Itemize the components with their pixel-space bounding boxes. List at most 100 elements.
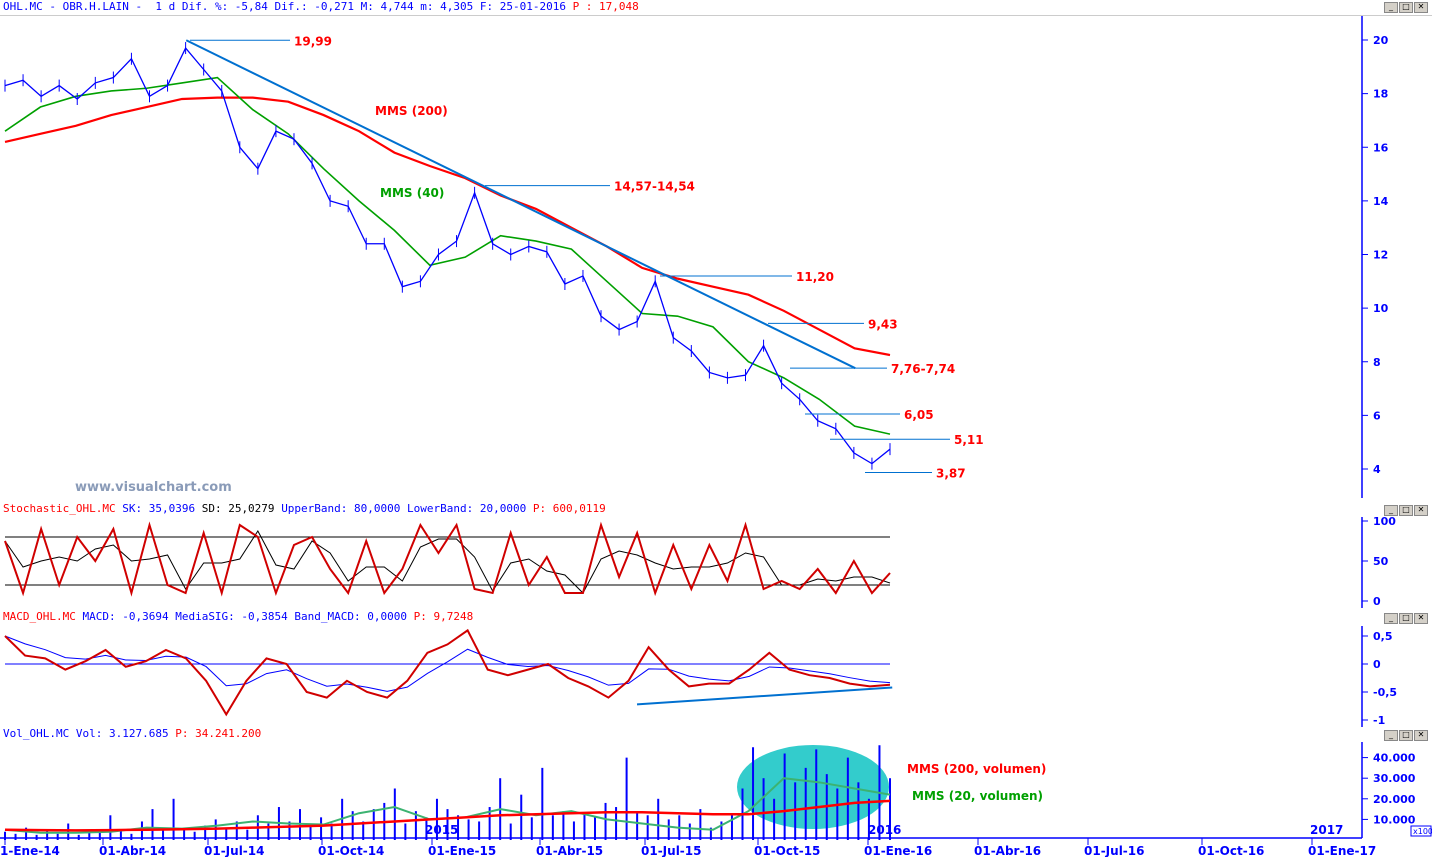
maximize-icon[interactable]: □ [1399, 2, 1413, 13]
close-icon[interactable]: ✕ [1414, 730, 1428, 741]
stoch-p: P: 600,0119 [532, 502, 606, 515]
stochastic-header: Stochastic_OHL.MC SK: 35,0396 SD: 25,027… [3, 502, 606, 516]
3-tick-label: 40.000 [1373, 752, 1416, 765]
macd-values: MACD: -0,3694 MediaSIG: -0,3854 Band_MAC… [82, 610, 407, 623]
maximize-icon[interactable]: □ [1399, 730, 1413, 741]
maximize-icon[interactable]: □ [1399, 505, 1413, 516]
stoch-name: Stochastic_OHL.MC [3, 502, 116, 515]
watermark: www.visualchart.com [75, 480, 232, 495]
0-tick-label: 8 [1373, 356, 1381, 369]
0-tick-label: 14 [1373, 195, 1389, 208]
level-label: 5,11 [954, 433, 984, 447]
level-label: 11,20 [796, 270, 834, 284]
price-line [4, 46, 891, 465]
vol-p: P: 34.241.200 [175, 727, 262, 740]
0-tick-label: 6 [1373, 409, 1381, 422]
macd-name: MACD_OHL.MC [3, 610, 76, 623]
sk-line [4, 521, 891, 597]
macd-line [4, 628, 891, 717]
2-tick-label: -1 [1373, 714, 1385, 727]
volume-pane: 40.000 30.000 20.000 10.000 MMS (200, volume… [4, 742, 1432, 840]
mms200-line [4, 96, 891, 357]
chart-title-bar: OHL.MC - OBR.H.LAIN - 1 d Dif. %: -5,84 … [0, 0, 1432, 16]
vol-window-buttons: _ □ ✕ [1384, 730, 1428, 741]
volume-header: Vol_OHL.MC Vol: 3.127.685 P: 34.241.200 [3, 727, 261, 741]
macd-pane: 0,5 0 -0,5 -1 [4, 626, 1397, 727]
year-label: 2017 [1310, 823, 1343, 837]
mms200-label: MMS (200) [375, 104, 448, 118]
minimize-icon[interactable]: _ [1384, 730, 1398, 741]
stoch-bands: UpperBand: 80,0000 LowerBand: 20,0000 [281, 502, 527, 515]
stoch-window-buttons: _ □ ✕ [1384, 505, 1428, 516]
x-tick-label: 01-Oct-15 [754, 844, 820, 857]
0-tick-label: 16 [1373, 141, 1389, 154]
3-tick-label: 10.000 [1373, 813, 1416, 826]
close-icon[interactable]: ✕ [1414, 2, 1428, 13]
0-tick-label: 4 [1373, 463, 1381, 476]
1-tick-label: 50 [1373, 555, 1389, 568]
stoch-sk: SK: 35,0396 [122, 502, 196, 515]
unit-label: x100 [1413, 827, 1432, 836]
vol-mms20-label: MMS (20, volumen) [912, 789, 1043, 803]
level-label: 19,99 [294, 34, 332, 48]
macd-window-buttons: _ □ ✕ [1384, 613, 1428, 624]
vol-mms20-line [4, 777, 891, 834]
x-tick-label: 01-Abr-16 [974, 844, 1041, 857]
0-tick-label: 20 [1373, 34, 1389, 47]
x-tick-label: 01-Abr-15 [536, 844, 603, 857]
close-icon[interactable]: ✕ [1414, 613, 1428, 624]
level-label: 14,57-14,54 [614, 180, 695, 194]
3-tick-label: 20.000 [1373, 793, 1416, 806]
vol-mms200-line [4, 799, 891, 832]
p-value: P : 17,048 [572, 0, 639, 13]
x-tick-label: 01-Oct-14 [318, 844, 384, 857]
period: 1 d [155, 0, 176, 13]
x-tick-label: 01-Ene-15 [428, 844, 496, 857]
x-tick-label: 1-Ene-14 [0, 844, 60, 857]
vol-mms200-label: MMS (200, volumen) [907, 762, 1046, 776]
mms40-line [4, 76, 891, 435]
x-tick-label: 01-Abr-14 [99, 844, 166, 857]
axes: 1-Ene-14 01-Abr-14 01-Jul-14 01-Oct-14 01-En… [0, 823, 1376, 857]
macd-p: P: 9,7248 [413, 610, 474, 623]
x-tick-label: 01-Jul-15 [641, 844, 701, 857]
x-tick-label: 01-Oct-16 [1198, 844, 1264, 857]
x-tick-label: 01-Jul-16 [1084, 844, 1144, 857]
mms40-label: MMS (40) [380, 186, 444, 200]
signal-line [4, 635, 891, 692]
x-tick-label: 01-Jul-14 [204, 844, 264, 857]
level-label: 9,43 [868, 317, 898, 331]
2-tick-label: 0,5 [1373, 630, 1393, 643]
macd-header: MACD_OHL.MC MACD: -0,3694 MediaSIG: -0,3… [3, 610, 473, 624]
price-pane: 20 18 16 14 12 10 8 6 4 19,99 14,57-14,54 11,20 9,43… [4, 16, 1389, 498]
stoch-sd: SD: 25,0279 [201, 502, 275, 515]
price-header: OHL.MC - OBR.H.LAIN - 1 d Dif. %: -5,84 … [3, 0, 639, 14]
level-label: 7,76-7,74 [891, 362, 955, 376]
close-icon[interactable]: ✕ [1414, 505, 1428, 516]
0-tick-label: 10 [1373, 302, 1389, 315]
year-label: 2016 [868, 823, 901, 837]
level-label: 3,87 [936, 466, 966, 480]
price-pane-window-buttons: _ □ ✕ [1384, 2, 1428, 13]
macd-trendline [636, 686, 893, 706]
quote-info: Dif. %: -5,84 Dif.: -0,271 M: 4,744 m: 4… [181, 0, 566, 13]
minimize-icon[interactable]: _ [1384, 613, 1398, 624]
0-tick-label: 18 [1373, 88, 1388, 101]
3-tick-label: 30.000 [1373, 772, 1416, 785]
2-tick-label: -0,5 [1373, 686, 1397, 699]
x-tick-label: 01-Ene-17 [1308, 844, 1376, 857]
highlight-ellipse [737, 745, 889, 829]
2-tick-label: 0 [1373, 658, 1381, 671]
symbol: OHL.MC - OBR.H.LAIN - [3, 0, 143, 13]
unit-box [1410, 825, 1432, 837]
maximize-icon[interactable]: □ [1399, 613, 1413, 624]
stochastic-pane: 100 50 0 [4, 515, 1396, 608]
level-label: 6,05 [904, 408, 934, 422]
sd-line [4, 530, 891, 594]
minimize-icon[interactable]: _ [1384, 505, 1398, 516]
year-label: 2015 [425, 823, 458, 837]
minimize-icon[interactable]: _ [1384, 2, 1398, 13]
x-tick-label: 01-Ene-16 [864, 844, 932, 857]
vol-value: Vol: 3.127.685 [75, 727, 169, 740]
1-tick-label: 100 [1373, 515, 1396, 528]
